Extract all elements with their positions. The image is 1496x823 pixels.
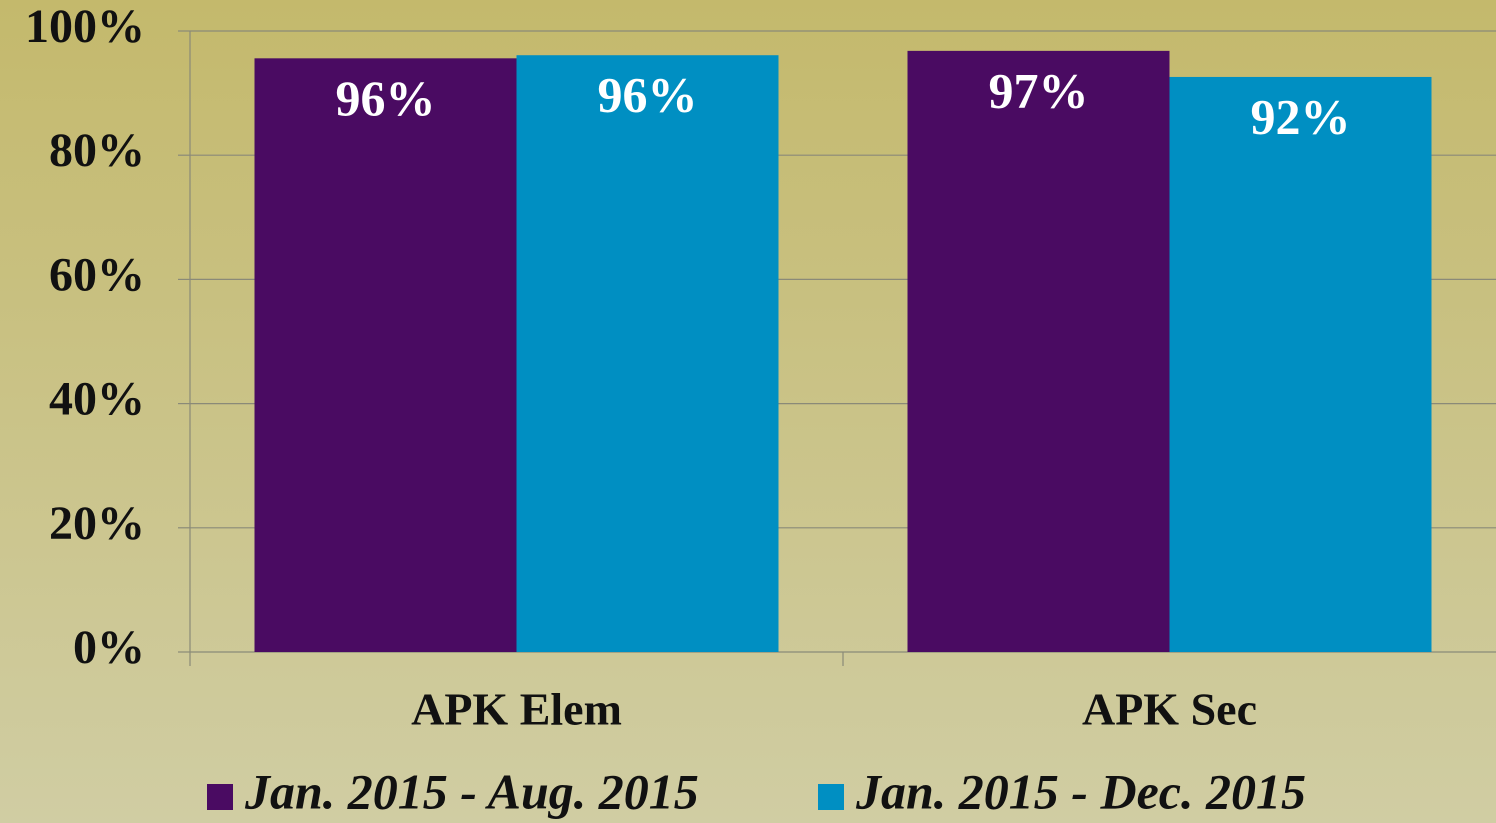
bar — [254, 58, 517, 653]
bar — [907, 50, 1170, 652]
legend-swatch — [207, 784, 233, 810]
data-label: 96% — [598, 67, 698, 123]
y-tick-label: 100% — [25, 0, 145, 53]
legend-label: Jan. 2015 - Aug. 2015 — [244, 763, 699, 819]
y-tick-label: 20% — [49, 497, 145, 550]
y-tick-label: 40% — [49, 373, 145, 426]
bar — [1169, 76, 1432, 653]
data-label: 97% — [989, 62, 1089, 118]
y-tick-label: 0% — [73, 621, 145, 674]
legend-label: Jan. 2015 - Dec. 2015 — [855, 763, 1306, 819]
legend-swatch — [818, 784, 844, 810]
x-tick-label: APK Sec — [1082, 684, 1257, 735]
data-label: 92% — [1251, 88, 1351, 144]
x-tick-label: APK Elem — [411, 684, 622, 735]
y-tick-label: 60% — [49, 248, 145, 301]
bar — [516, 55, 779, 653]
data-label: 96% — [336, 70, 436, 126]
y-tick-label: 80% — [49, 124, 145, 177]
